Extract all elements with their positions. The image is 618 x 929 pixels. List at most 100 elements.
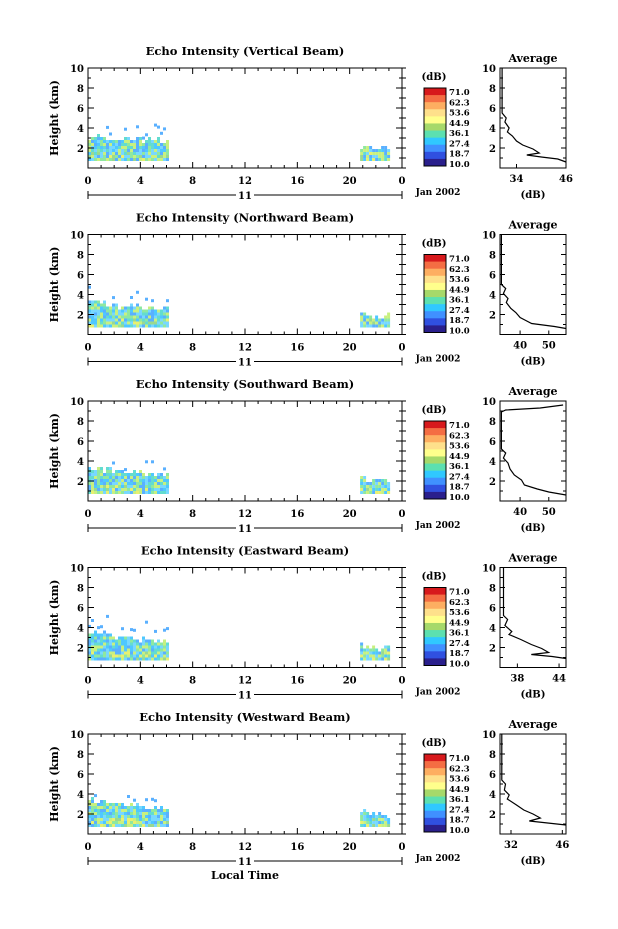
echo-cell [133,324,136,328]
echo-cell [118,648,121,652]
echo-cell [381,818,385,821]
echo-cell [100,318,103,322]
echo-cell [91,648,94,652]
echo-cell [88,143,91,146]
echo-cell [133,491,136,494]
echo-cell [166,152,169,155]
echo-cell [363,318,367,322]
echo-cell [94,651,97,655]
echo-cell [103,300,106,304]
echo-cell [100,140,103,143]
echo-cell [142,479,145,482]
echo-cell [88,152,91,155]
echo-cell [148,639,151,643]
y-tick-label: 4 [77,457,84,468]
echo-cell [360,818,364,821]
echo-cell [127,312,130,316]
echo-cell [130,809,133,812]
colorbar-segment [424,761,446,769]
echo-cell [112,488,115,491]
echo-cell [88,651,91,655]
echo-cell [115,470,118,473]
echo-cell [372,324,376,328]
echo-cell [360,312,364,316]
echo-cell [100,315,103,319]
echo-cell [130,321,133,325]
colorbar-tick-label: 27.4 [449,139,470,149]
echo-cell [124,818,127,821]
echo-cell [151,812,154,815]
echo-cell [366,324,370,328]
echo-cell [166,149,169,152]
echo-cell [384,479,388,482]
echo-cell [118,806,121,809]
avg-x-tick-label: 46 [559,174,573,185]
echo-cell [154,485,157,488]
echo-cell [151,648,154,652]
echo-cell [112,318,115,322]
echo-cell [103,636,106,640]
echo-cell [145,482,148,485]
y-tick-label: 6 [77,104,84,115]
echo-cell [369,315,373,319]
echo-cell [112,654,115,658]
echo-cell [124,482,127,485]
echo-cell [139,137,142,140]
echo-cell [145,648,148,652]
echo-cell [121,809,124,812]
echo-cell [127,488,130,491]
echo-cell [118,321,121,325]
echo-cell [115,140,118,143]
echo-cell [160,488,163,491]
colorbar-segment [424,297,446,305]
echo-cell [363,482,367,485]
echo-cell [118,473,121,476]
x-tick-label: 8 [189,343,196,354]
echo-cell [145,312,148,316]
echo-cell [133,473,136,476]
x-tick-label: 0 [399,176,406,187]
echo-cell [360,654,364,658]
echo-cell [151,158,154,161]
echo-cell [91,636,94,640]
x-tick-label: 16 [290,176,304,187]
echo-cell [145,140,148,143]
echo-cell [375,155,379,158]
echo-cell [109,158,112,161]
colorbar-segment [424,463,446,472]
echo-cell [100,476,103,479]
echo-cell [154,809,157,812]
echo-cell [115,309,118,313]
echo-cell [163,318,166,322]
echo-cell [142,158,145,161]
echo-cell [130,140,133,143]
echo-cell [154,149,157,152]
echo-cell [91,491,94,494]
echo-cell [121,158,124,161]
echo-cell [387,648,391,652]
echo-cell [127,485,130,488]
echo-cell [369,815,373,818]
echo-cell [157,639,160,643]
echo-cell [130,657,133,661]
avg-y-tick-label: 4 [489,790,496,801]
echo-cell [133,812,136,815]
echo-cell [88,309,91,313]
echo-cell [136,290,139,294]
echo-cell [133,149,136,152]
echo-cell [97,476,100,479]
echo-cell [148,473,151,476]
echo-cell [148,818,151,821]
echo-cell [121,645,124,649]
echo-cell [133,309,136,313]
echo-cell [97,482,100,485]
echo-cell [106,821,109,824]
echo-cell [94,485,97,488]
echo-cell [372,318,376,322]
avg-x-axis-label: (dB) [521,523,546,534]
echo-cell [127,818,130,821]
x-tick-label: 16 [290,842,304,853]
x-tick-label: 12 [238,509,252,520]
echo-cell [381,158,385,161]
colorbar-segment [424,116,446,124]
